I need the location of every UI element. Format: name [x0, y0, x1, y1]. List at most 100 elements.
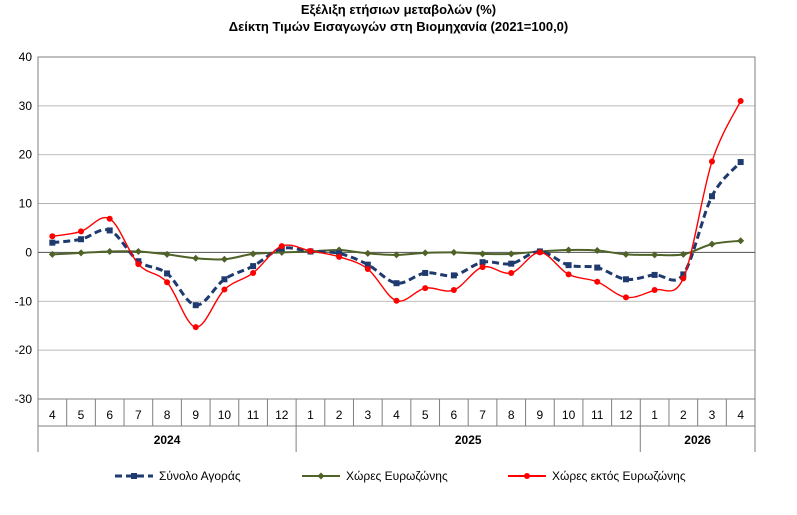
- legend-label: Σύνολο Αγοράς: [159, 469, 241, 483]
- data-point: [364, 266, 371, 273]
- x-tick-label: 5: [78, 408, 85, 422]
- y-tick-label: 0: [25, 245, 32, 259]
- data-point: [737, 237, 745, 245]
- data-point: [220, 255, 228, 263]
- data-point: [594, 278, 601, 285]
- data-point: [364, 249, 372, 257]
- data-point: [508, 269, 515, 276]
- x-tick-label: 1: [307, 408, 314, 422]
- x-tick-label: 9: [192, 408, 199, 422]
- data-point: [594, 264, 601, 271]
- data-point: [479, 264, 486, 271]
- data-point: [48, 250, 56, 258]
- data-point: [106, 215, 113, 222]
- series-2: [48, 237, 745, 263]
- x-tick-label: 11: [247, 408, 260, 422]
- x-tick-label: 1: [651, 408, 658, 422]
- data-point: [364, 261, 371, 268]
- data-point: [507, 250, 515, 258]
- x-tick-label: 12: [275, 408, 289, 422]
- data-point: [134, 247, 142, 255]
- data-point: [680, 271, 687, 278]
- data-point: [524, 473, 530, 479]
- chart-subtitle: Δείκτη Τιμών Εισαγωγών στη Βιομηχανία (2…: [228, 19, 569, 34]
- data-point: [450, 272, 457, 279]
- data-point: [680, 275, 687, 282]
- data-point: [250, 263, 257, 270]
- x-tick-label: 11: [591, 408, 604, 422]
- series-1: [49, 159, 744, 309]
- grid-lines: [38, 56, 755, 400]
- legend-item: Χώρες εκτός Ευρωζώνης: [508, 469, 686, 483]
- data-point: [77, 249, 85, 257]
- data-point: [450, 248, 458, 256]
- y-tick-label: 30: [19, 99, 33, 113]
- series-line: [52, 100, 742, 328]
- x-tick-label: 7: [135, 408, 142, 422]
- x-tick-label: 4: [49, 408, 56, 422]
- y-tick-label: 40: [19, 50, 33, 64]
- legend-label: Χώρες εκτός Ευρωζώνης: [552, 469, 686, 483]
- data-point: [135, 261, 142, 268]
- y-tick-label: -20: [15, 343, 33, 357]
- x-tick-label: 10: [218, 408, 232, 422]
- year-label: 2024: [154, 433, 181, 447]
- data-point: [192, 302, 199, 309]
- plot-border: [37, 56, 756, 400]
- data-point: [278, 243, 285, 250]
- data-point: [679, 250, 687, 258]
- x-tick-label: 9: [537, 408, 544, 422]
- x-tick-label: 10: [562, 408, 576, 422]
- y-tick-label: -30: [15, 392, 33, 406]
- x-tick-label: 3: [709, 408, 716, 422]
- data-point: [164, 279, 171, 286]
- x-tick-label: 4: [393, 408, 400, 422]
- data-point: [565, 246, 573, 254]
- data-point: [249, 250, 257, 258]
- year-label: 2025: [455, 433, 482, 447]
- data-point: [163, 250, 171, 258]
- legend-item: Σύνολο Αγοράς: [115, 469, 241, 483]
- x-tick-label: 7: [479, 408, 486, 422]
- data-point: [422, 269, 429, 276]
- data-point: [421, 249, 429, 257]
- data-point: [164, 270, 171, 277]
- data-point: [536, 249, 543, 256]
- legend-label: Χώρες Ευρωζώνης: [346, 469, 448, 483]
- data-point: [393, 251, 400, 259]
- data-point: [708, 193, 715, 200]
- data-point: [422, 285, 429, 292]
- data-point: [651, 271, 658, 278]
- data-point: [565, 271, 572, 278]
- data-point: [317, 472, 325, 480]
- x-tick-label: 4: [737, 408, 744, 422]
- y-tick-label: 10: [19, 197, 33, 211]
- x-tick-label: 3: [364, 408, 371, 422]
- data-point: [479, 250, 487, 258]
- data-point: [508, 260, 515, 267]
- y-tick-label: -10: [15, 294, 33, 308]
- x-tick-label: 6: [451, 408, 458, 422]
- x-tick-label: 2: [680, 408, 687, 422]
- data-point: [49, 239, 56, 246]
- data-point: [450, 287, 457, 294]
- data-point: [737, 97, 744, 104]
- data-point: [221, 286, 228, 293]
- data-point: [565, 262, 572, 269]
- data-point: [192, 254, 200, 262]
- y-tick-label: 20: [19, 148, 33, 162]
- x-tick-label: 12: [619, 408, 633, 422]
- data-point: [622, 294, 629, 301]
- data-point: [106, 247, 114, 255]
- series-lines: [48, 97, 745, 331]
- data-point: [131, 473, 137, 479]
- data-point: [622, 276, 629, 283]
- year-label: 2026: [684, 433, 711, 447]
- data-point: [336, 253, 343, 260]
- data-point: [393, 280, 400, 287]
- x-tick-label: 5: [422, 408, 429, 422]
- data-point: [336, 250, 343, 257]
- data-point: [78, 236, 85, 243]
